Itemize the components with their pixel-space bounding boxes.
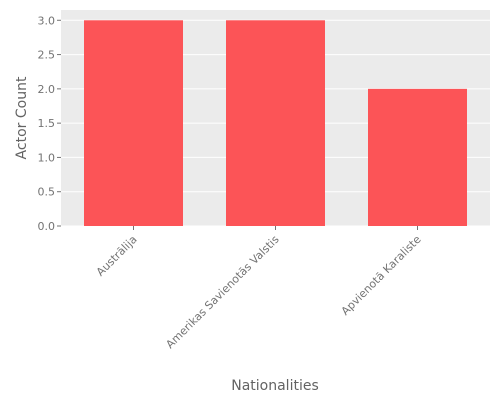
y-tick-label: 1.5 [38,117,56,130]
bar [368,88,467,226]
y-tick-label: 2.5 [38,49,56,62]
bar [226,20,325,226]
x-tick-label: Amerikas Savienotās Valstis [163,233,281,351]
y-tick-label: 3.0 [38,14,56,27]
x-axis-label: Nationalities [231,378,319,394]
y-tick-label: 0.5 [38,186,56,199]
x-tick-label: Apvienotā Karaliste [339,233,424,318]
bars [84,20,467,226]
x-axis-ticks: Austrālija Amerikas Savienotās Valstis Apv… [94,226,424,351]
y-tick-label: 0.0 [38,220,56,233]
y-axis-ticks: 0.0 0.5 1.0 1.5 2.0 2.5 3.0 [38,14,61,233]
y-tick-label: 2.0 [38,83,56,96]
bar [84,20,183,226]
y-tick-label: 1.0 [38,151,56,164]
x-tick-label: Austrālija [94,233,140,279]
y-axis-label: Actor Count [14,76,30,159]
